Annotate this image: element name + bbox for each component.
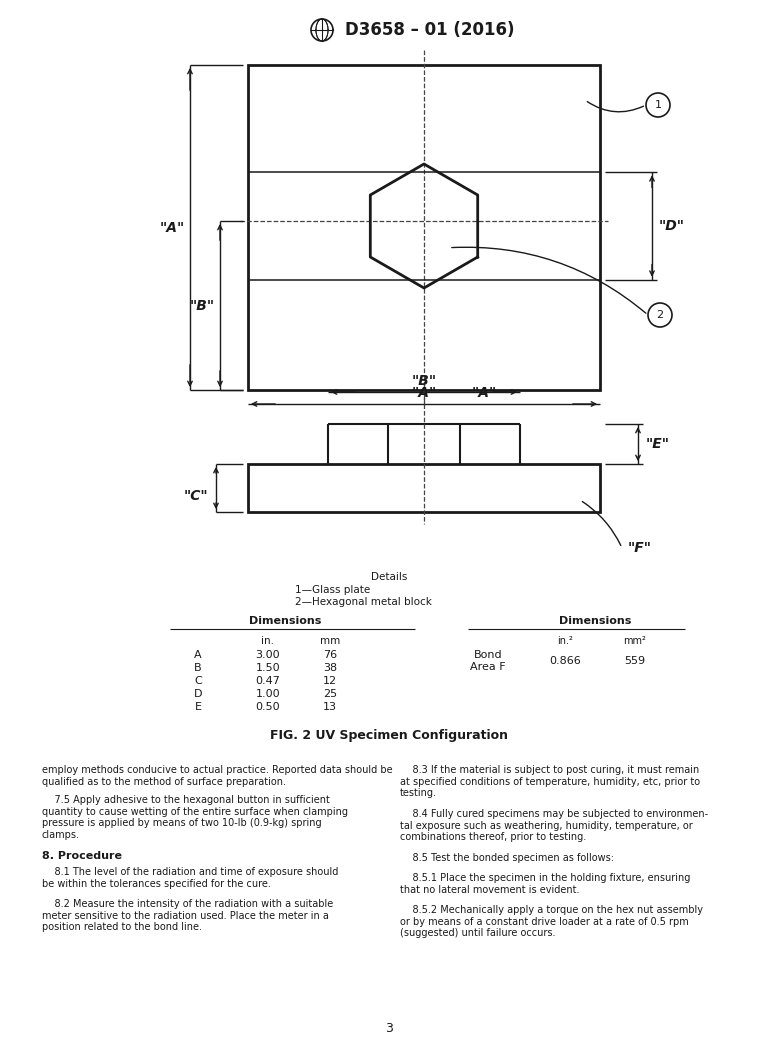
Text: 8.5.1 Place the specimen in the holding fixture, ensuring
that no lateral moveme: 8.5.1 Place the specimen in the holding …: [400, 873, 690, 894]
Bar: [248, 464, 600, 512]
Text: "B": "B": [412, 374, 436, 388]
Text: "A": "A": [471, 386, 496, 400]
Text: 0.866: 0.866: [549, 656, 581, 666]
Text: Details: Details: [371, 572, 407, 582]
Text: "B": "B": [189, 299, 215, 312]
Text: Dimensions: Dimensions: [559, 616, 631, 626]
Text: E: E: [194, 702, 202, 712]
Text: 7.5 Apply adhesive to the hexagonal button in sufficient
quantity to cause wetti: 7.5 Apply adhesive to the hexagonal butt…: [42, 795, 348, 840]
Text: D: D: [194, 689, 202, 699]
Text: 8.5.2 Mechanically apply a torque on the hex nut assembly
or by means of a const: 8.5.2 Mechanically apply a torque on the…: [400, 905, 703, 938]
Text: 8. Procedure: 8. Procedure: [42, 850, 122, 861]
Text: employ methods conducive to actual practice. Reported data should be
qualified a: employ methods conducive to actual pract…: [42, 765, 393, 787]
Text: A: A: [194, 650, 202, 660]
Text: 1.00: 1.00: [256, 689, 280, 699]
Text: 1.50: 1.50: [256, 663, 280, 672]
Text: C: C: [194, 676, 202, 686]
Text: 1—Glass plate: 1—Glass plate: [295, 585, 370, 595]
Text: in.²: in.²: [557, 636, 573, 646]
Text: 25: 25: [323, 689, 337, 699]
Text: mm²: mm²: [623, 636, 647, 646]
Text: "E": "E": [646, 437, 670, 451]
Text: 0.50: 0.50: [256, 702, 280, 712]
Text: 12: 12: [323, 676, 337, 686]
Text: "F": "F": [628, 541, 652, 555]
Text: 8.2 Measure the intensity of the radiation with a suitable
meter sensitive to th: 8.2 Measure the intensity of the radiati…: [42, 899, 333, 932]
Text: D3658 – 01 (2016): D3658 – 01 (2016): [345, 21, 515, 39]
Bar: [248, 65, 600, 390]
Text: 8.1 The level of the radiation and time of exposure should
be within the toleran: 8.1 The level of the radiation and time …: [42, 867, 338, 889]
Text: Bond
Area F: Bond Area F: [470, 651, 506, 671]
Text: 3.00: 3.00: [256, 650, 280, 660]
Text: 2: 2: [657, 310, 664, 320]
Text: "D": "D": [659, 219, 685, 233]
Text: in.: in.: [261, 636, 275, 646]
Text: "A": "A": [159, 221, 184, 234]
Text: B: B: [194, 663, 202, 672]
Text: mm: mm: [320, 636, 340, 646]
Text: 8.3 If the material is subject to post curing, it must remain
at specified condi: 8.3 If the material is subject to post c…: [400, 765, 700, 798]
Text: FIG. 2 UV Specimen Configuration: FIG. 2 UV Specimen Configuration: [270, 729, 508, 741]
Text: 1: 1: [654, 100, 661, 110]
Text: 2—Hexagonal metal block: 2—Hexagonal metal block: [295, 596, 432, 607]
Text: 0.47: 0.47: [255, 676, 280, 686]
Text: "A": "A": [412, 386, 436, 400]
Text: 38: 38: [323, 663, 337, 672]
Text: 76: 76: [323, 650, 337, 660]
Text: Dimensions: Dimensions: [249, 616, 321, 626]
Text: "C": "C": [184, 489, 209, 503]
Text: 559: 559: [625, 656, 646, 666]
Text: 8.4 Fully cured specimens may be subjected to environmen-
tal exposure such as w: 8.4 Fully cured specimens may be subject…: [400, 809, 708, 842]
Text: 8.5 Test the bonded specimen as follows:: 8.5 Test the bonded specimen as follows:: [400, 853, 614, 863]
Text: 3: 3: [385, 1021, 393, 1035]
Text: 13: 13: [323, 702, 337, 712]
